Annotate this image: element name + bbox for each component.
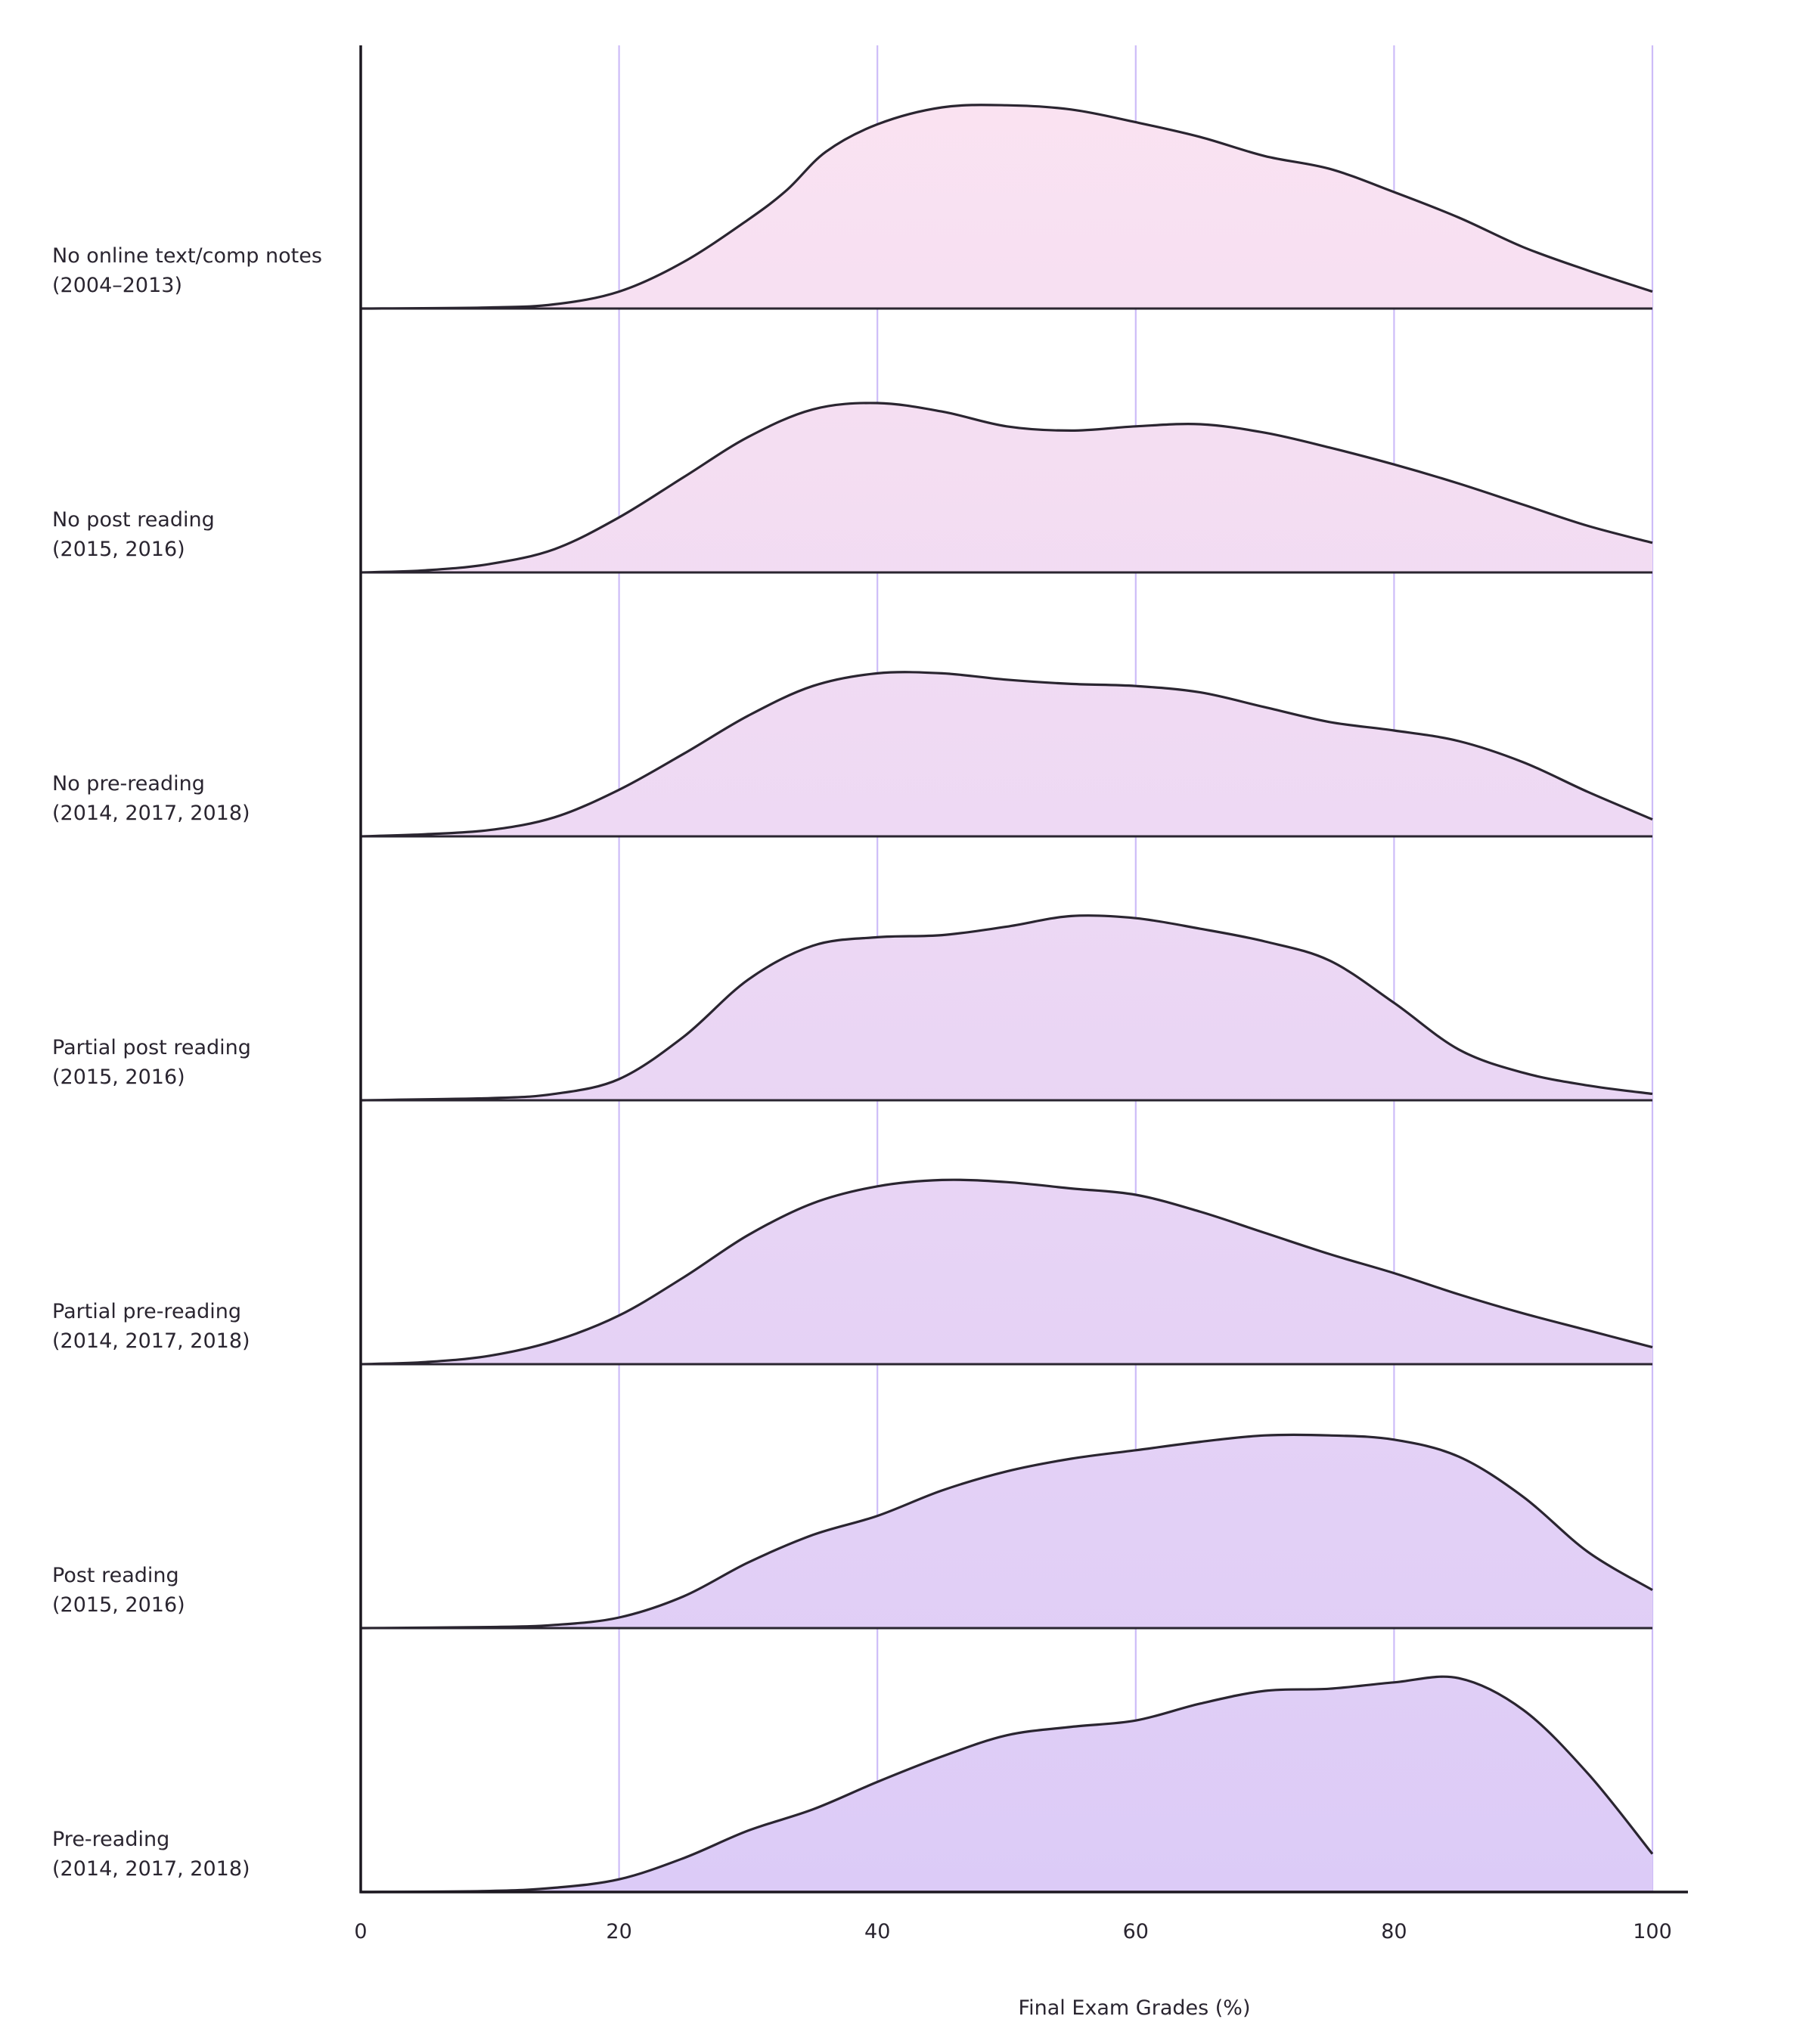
axes: 0 20 40 60 80 100 [354, 45, 1688, 1943]
row-label-years: (2014, 2017, 2018) [52, 1857, 250, 1881]
row-label-years: (2004–2013) [52, 274, 182, 297]
x-tick-label: 0 [354, 1920, 367, 1943]
row-label-years: (2015, 2016) [52, 1065, 185, 1089]
x-tick-label: 100 [1633, 1920, 1672, 1943]
ridge-line [360, 104, 1653, 310]
row-label: No post reading (2015, 2016) [52, 505, 355, 564]
ridge-fill [361, 104, 1652, 309]
ridge-line [360, 914, 1653, 1102]
ridge-line [360, 402, 1653, 574]
ridge-series [360, 104, 1654, 1894]
x-tick-label: 80 [1381, 1920, 1407, 1943]
row-label-name: Partial post reading [52, 1036, 251, 1059]
ridge-fill [361, 915, 1652, 1100]
ridge-fill [361, 1676, 1652, 1892]
ridge-1 [360, 402, 1653, 574]
ridge-4 [360, 1178, 1653, 1366]
x-tick-label: 40 [864, 1920, 890, 1943]
ridge-2 [360, 671, 1653, 838]
ridge-6 [360, 1675, 1654, 1894]
row-label-name: No pre-reading [52, 772, 205, 796]
x-tick-label: 20 [606, 1920, 631, 1943]
row-label-years: (2015, 2016) [52, 538, 185, 561]
ridge-3 [360, 914, 1653, 1102]
x-axis-title: Final Exam Grades (%) [1018, 1996, 1251, 2020]
row-label: Pre-reading (2014, 2017, 2018) [52, 1825, 355, 1884]
row-label-years: (2014, 2017, 2018) [52, 802, 250, 825]
ridge-5 [360, 1433, 1653, 1630]
ridge-line [360, 1178, 1653, 1366]
row-label-years: (2015, 2016) [52, 1593, 185, 1617]
ridge-fill [361, 1180, 1652, 1364]
row-label-name: No post reading [52, 508, 215, 532]
row-label-name: Partial pre-reading [52, 1300, 241, 1323]
row-label: Post reading (2015, 2016) [52, 1561, 355, 1620]
ridge-line [360, 1433, 1653, 1630]
ridge-0 [360, 104, 1653, 310]
ridge-fill [361, 1435, 1652, 1628]
ridge-fill [361, 672, 1652, 836]
ridge-line [360, 1675, 1654, 1894]
row-label-years: (2014, 2017, 2018) [52, 1329, 250, 1353]
row-label: No pre-reading (2014, 2017, 2018) [52, 769, 355, 828]
ridge-fill [361, 402, 1652, 572]
row-label-name: No online text/comp notes [52, 244, 322, 268]
row-label: Partial pre-reading (2014, 2017, 2018) [52, 1297, 355, 1356]
row-label-name: Post reading [52, 1564, 179, 1587]
x-tick-label: 60 [1123, 1920, 1149, 1943]
ridge-line [360, 671, 1653, 838]
row-label-name: Pre-reading [52, 1828, 170, 1851]
row-label: No online text/comp notes (2004–2013) [52, 241, 355, 300]
row-label: Partial post reading (2015, 2016) [52, 1033, 355, 1092]
